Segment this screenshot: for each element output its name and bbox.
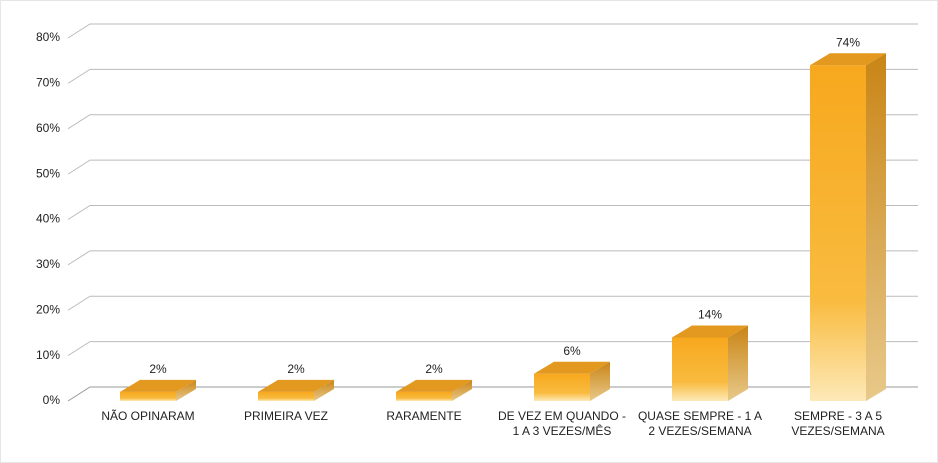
bar-front [120,391,176,401]
value-label: 2% [287,362,305,376]
bar [672,325,748,401]
x-tick-label: DE VEZ EM QUANDO - 1 A 3 VEZES/MÊS [497,409,626,438]
y-tick-label: 50% [36,166,60,180]
bar [120,379,196,401]
y-tick-label: 10% [36,348,60,362]
x-tick-label: PRIMEIRA VEZ [243,409,329,423]
value-label: 2% [425,362,443,376]
y-tick-label: 30% [36,257,60,271]
grid-line [67,114,918,130]
x-tick-label: NÃO OPINARAM [101,409,195,423]
bar-top [396,379,472,392]
grid-line [67,159,918,175]
y-tick-label: 0% [43,393,61,407]
grid-line [67,250,918,266]
bar-side [728,325,748,401]
bar-top [672,325,748,338]
value-label: 6% [563,344,581,358]
bar-front [534,373,590,401]
y-tick-label: 60% [36,121,60,135]
value-label: 2% [149,362,167,376]
bar-front [396,391,452,401]
value-label: 14% [698,308,722,322]
x-tick-label: RARAMENTE [386,409,462,423]
bar [534,361,610,401]
bar-side [866,53,886,401]
grid-line [67,23,918,39]
x-tick-label: SEMPRE - 3 A 5 VEZES/SEMANA [791,409,885,438]
bar-top [258,379,334,392]
bar-top [120,379,196,392]
x-tick-label: QUASE SEMPRE - 1 A 2 VEZES/SEMANA [637,409,763,438]
bar-side [590,361,610,401]
bar-top [810,53,886,66]
bar [396,379,472,401]
bar-front [672,337,728,401]
grid-line [67,205,918,220]
y-tick-label: 70% [36,76,60,90]
y-tick-label: 80% [36,30,60,44]
value-label: 74% [836,35,860,49]
bar-side [314,379,334,401]
grid-line [67,295,918,311]
bar [258,379,334,401]
bar-front [258,391,314,401]
bar [810,53,886,401]
y-tick-label: 20% [36,302,60,316]
grid-line [67,68,918,84]
bar-side [176,379,196,401]
bar-front [810,65,866,401]
y-tick-label: 40% [36,212,60,226]
bar-top [534,361,610,374]
bar-side [452,379,472,401]
grid-line [67,341,918,357]
grid-line [67,386,918,402]
